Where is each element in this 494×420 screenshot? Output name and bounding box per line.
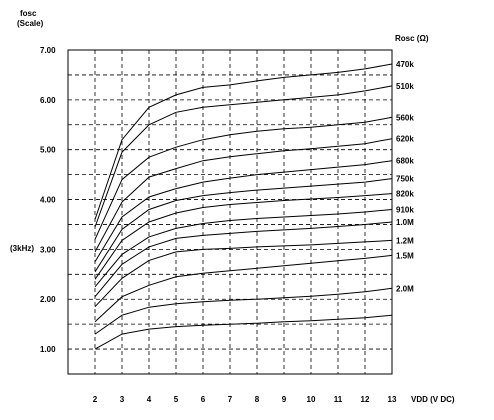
series-label: 470k [396, 60, 414, 69]
y-tick-label: 1.00 [40, 345, 56, 354]
y-tick-label: 2.00 [40, 295, 56, 304]
series-line [94, 287, 393, 335]
series-line [94, 138, 393, 253]
series-label: 910k [396, 206, 414, 215]
x-tick-label: 10 [307, 395, 316, 404]
x-tick-label: 6 [201, 395, 206, 404]
series-line [94, 193, 393, 280]
y-axis-title-line2: (Scale) [17, 19, 44, 28]
series-label: 1.0M [396, 218, 414, 227]
series-line [94, 239, 393, 308]
series-label: 560k [396, 113, 414, 122]
x-tick-label: 2 [93, 395, 98, 404]
axis-labels: 1.00 2.00 3.00 4.00 5.00 6.00 7.00 2 3 4 5 6 7 8 9 10 11… [40, 46, 414, 404]
series-line [94, 160, 393, 263]
series-label: 750k [396, 175, 414, 184]
series-line [94, 85, 393, 228]
series-label: 680k [396, 157, 414, 166]
plot-frame [67, 49, 393, 375]
y-axis-title-line1: fosc [20, 9, 37, 18]
series-label: 2.0M [396, 284, 414, 293]
series-label: 620k [396, 135, 414, 144]
x-tick-label: 8 [255, 395, 260, 404]
x-tick-label: 13 [388, 395, 397, 404]
x-tick-label: 9 [282, 395, 287, 404]
series-label: 1.2M [396, 236, 414, 245]
x-tick-label: 12 [361, 395, 370, 404]
series-line [94, 116, 393, 240]
x-tick-label: 11 [334, 395, 343, 404]
series-label: 820k [396, 190, 414, 199]
x-tick-label: 4 [147, 395, 152, 404]
x-tick-label: 7 [228, 395, 233, 404]
y-tick-label: 4.00 [40, 196, 56, 205]
y-tick-label: 3.00 [40, 245, 56, 254]
legend-title: Rosc (Ω) [395, 34, 429, 43]
series-line [94, 209, 393, 288]
series-line [94, 314, 393, 350]
y-tick-label: 5.00 [40, 146, 56, 155]
y-tick-label: 6.00 [40, 96, 56, 105]
series-line [94, 63, 393, 220]
y-annotation: (3kHz) [10, 244, 34, 253]
x-tick-label: 3 [120, 395, 125, 404]
series-line [94, 254, 393, 323]
y-tick-label: 7.00 [40, 46, 56, 55]
x-axis-title: VDD (V DC) [411, 395, 455, 404]
series-label: 1.5M [396, 251, 414, 260]
series-line [94, 221, 393, 298]
series-line [94, 178, 393, 273]
series-label: 510k [396, 82, 414, 91]
curves [94, 63, 393, 350]
x-tick-label: 5 [174, 395, 179, 404]
